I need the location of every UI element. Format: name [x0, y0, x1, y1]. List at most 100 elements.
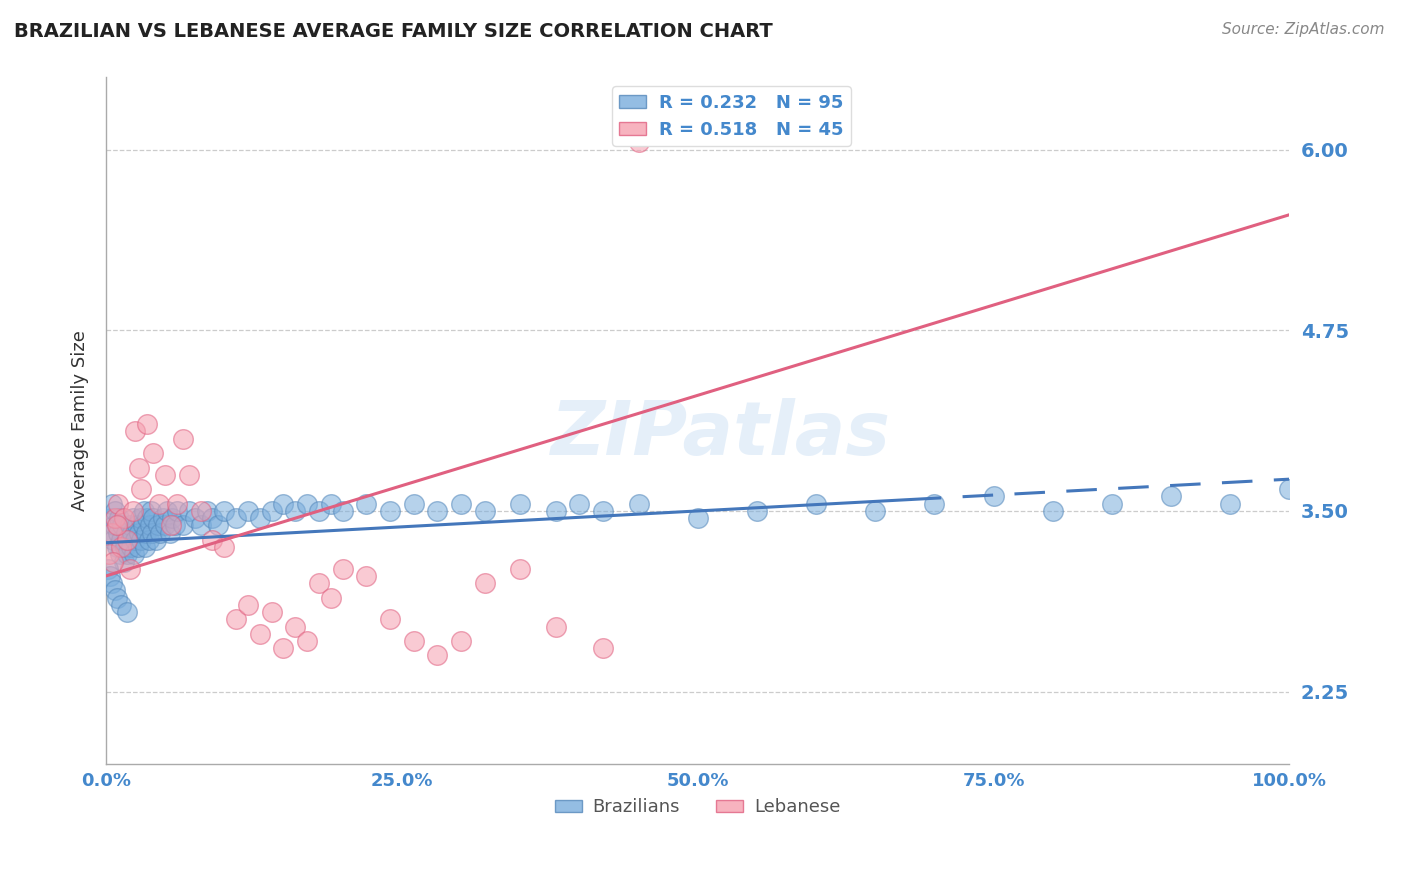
- Point: [101, 497, 124, 511]
- Point: [108, 547, 131, 561]
- Point: [319, 497, 342, 511]
- Point: [122, 511, 145, 525]
- Point: [190, 518, 212, 533]
- Point: [332, 504, 354, 518]
- Point: [131, 518, 153, 533]
- Point: [101, 555, 124, 569]
- Point: [195, 504, 218, 518]
- Point: [108, 511, 131, 525]
- Point: [115, 525, 138, 540]
- Point: [568, 497, 591, 511]
- Point: [236, 504, 259, 518]
- Point: [190, 504, 212, 518]
- Point: [627, 136, 650, 150]
- Point: [332, 562, 354, 576]
- Point: [112, 511, 135, 525]
- Point: [148, 497, 170, 511]
- Point: [214, 540, 236, 554]
- Point: [153, 467, 176, 482]
- Point: [284, 619, 307, 633]
- Point: [1101, 497, 1123, 511]
- Point: [128, 525, 150, 540]
- Point: [225, 612, 247, 626]
- Point: [139, 504, 162, 518]
- Point: [295, 634, 318, 648]
- Point: [319, 591, 342, 605]
- Point: [97, 562, 120, 576]
- Point: [122, 504, 145, 518]
- Point: [402, 497, 425, 511]
- Point: [131, 533, 153, 547]
- Point: [98, 547, 121, 561]
- Text: BRAZILIAN VS LEBANESE AVERAGE FAMILY SIZE CORRELATION CHART: BRAZILIAN VS LEBANESE AVERAGE FAMILY SIZ…: [14, 22, 773, 41]
- Point: [149, 525, 172, 540]
- Point: [121, 525, 143, 540]
- Text: ZIPatlas: ZIPatlas: [551, 398, 891, 471]
- Point: [474, 504, 496, 518]
- Point: [201, 533, 224, 547]
- Point: [128, 460, 150, 475]
- Point: [138, 533, 160, 547]
- Point: [98, 525, 121, 540]
- Point: [142, 446, 165, 460]
- Point: [145, 533, 167, 547]
- Point: [378, 612, 401, 626]
- Point: [112, 555, 135, 569]
- Point: [249, 627, 271, 641]
- Point: [356, 569, 378, 583]
- Point: [100, 511, 122, 525]
- Point: [544, 504, 567, 518]
- Point: [134, 540, 156, 554]
- Point: [378, 504, 401, 518]
- Point: [115, 605, 138, 619]
- Point: [172, 518, 194, 533]
- Point: [804, 497, 827, 511]
- Point: [120, 540, 142, 554]
- Point: [273, 497, 295, 511]
- Point: [159, 525, 181, 540]
- Point: [152, 511, 174, 525]
- Point: [110, 598, 132, 612]
- Point: [105, 540, 128, 554]
- Point: [1278, 483, 1301, 497]
- Point: [1160, 490, 1182, 504]
- Point: [201, 511, 224, 525]
- Point: [544, 619, 567, 633]
- Point: [156, 504, 179, 518]
- Point: [129, 511, 152, 525]
- Point: [98, 569, 121, 583]
- Point: [225, 511, 247, 525]
- Point: [686, 511, 709, 525]
- Point: [136, 511, 159, 525]
- Point: [450, 634, 472, 648]
- Point: [114, 540, 136, 554]
- Point: [132, 504, 155, 518]
- Point: [115, 533, 138, 547]
- Point: [356, 497, 378, 511]
- Point: [983, 490, 1005, 504]
- Point: [101, 525, 124, 540]
- Point: [138, 518, 160, 533]
- Point: [592, 641, 614, 656]
- Point: [1042, 504, 1064, 518]
- Point: [236, 598, 259, 612]
- Legend: Brazilians, Lebanese: Brazilians, Lebanese: [547, 791, 848, 823]
- Point: [308, 504, 330, 518]
- Point: [110, 533, 132, 547]
- Point: [402, 634, 425, 648]
- Point: [163, 518, 186, 533]
- Point: [592, 504, 614, 518]
- Point: [103, 518, 125, 533]
- Point: [745, 504, 768, 518]
- Point: [146, 518, 169, 533]
- Point: [117, 533, 139, 547]
- Point: [105, 591, 128, 605]
- Point: [105, 518, 128, 533]
- Point: [183, 511, 205, 525]
- Point: [160, 511, 183, 525]
- Point: [142, 511, 165, 525]
- Point: [509, 562, 531, 576]
- Y-axis label: Average Family Size: Average Family Size: [72, 330, 89, 511]
- Point: [101, 533, 124, 547]
- Text: Source: ZipAtlas.com: Source: ZipAtlas.com: [1222, 22, 1385, 37]
